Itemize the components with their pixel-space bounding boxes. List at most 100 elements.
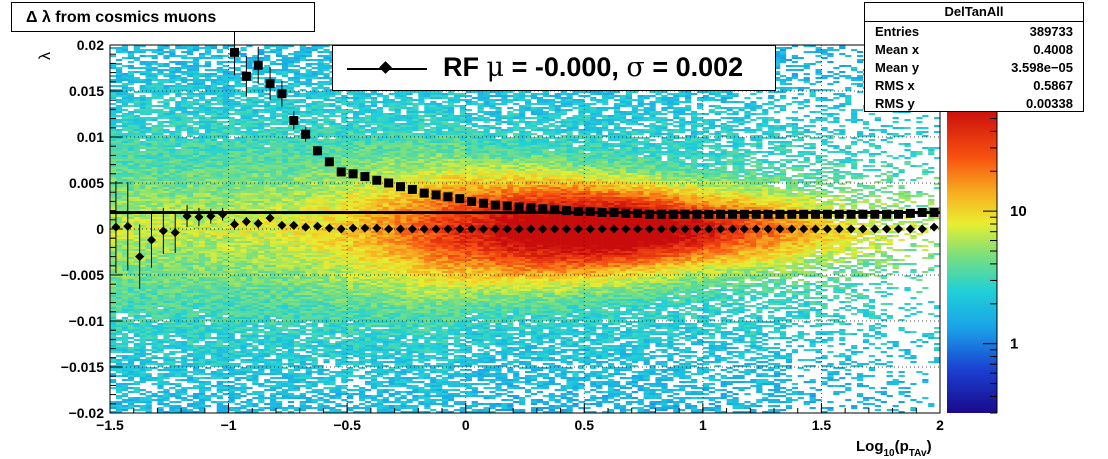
data-points: [111, 29, 939, 289]
diamond-point: [894, 224, 903, 234]
diamond-point: [182, 211, 192, 221]
diamond-point: [538, 224, 548, 234]
stats-row-mean-y: Mean y 3.598e−05: [875, 59, 1073, 75]
diamond-point: [633, 224, 643, 234]
diamond-point: [419, 224, 429, 234]
square-point: [301, 129, 311, 139]
square-point: [526, 203, 536, 213]
diamond-point: [277, 220, 287, 230]
square-point: [573, 207, 583, 217]
square-point: [230, 47, 239, 57]
legend: RF μ = -0.000, σ = 0.002: [332, 45, 776, 91]
square-point: [799, 209, 809, 219]
stats-box: DelTanAll Entries 389733 Mean x 0.4008 Mea…: [864, 2, 1084, 112]
diamond-point: [704, 224, 714, 234]
square-point: [384, 178, 394, 188]
diamond-point: [455, 224, 465, 234]
x-axis: −1.5 −1 −0.5 0 0.5 1 1.5 2: [96, 403, 944, 433]
diamond-point: [218, 209, 228, 219]
square-point: [882, 209, 892, 219]
square-point: [858, 209, 868, 219]
square-point: [324, 157, 334, 167]
square-point: [905, 208, 915, 218]
square-point: [846, 209, 856, 219]
diamond-point: [846, 224, 856, 234]
diamond-point: [147, 235, 156, 245]
diamond-point: [241, 217, 251, 227]
square-point: [716, 209, 726, 219]
diamond-point: [692, 224, 702, 234]
square-point: [704, 209, 714, 219]
plot-title: Δ λ from cosmics muons: [11, 2, 315, 32]
square-point: [479, 198, 488, 208]
square-point: [822, 209, 832, 219]
diamond-point: [870, 224, 880, 234]
diamond-point: [253, 218, 263, 228]
y-tick-label: 0.005: [69, 175, 104, 191]
y-tick-label: −0.015: [61, 359, 104, 375]
x-tick-label: 1.5: [812, 417, 832, 433]
diamond-point: [585, 224, 595, 234]
square-point: [763, 209, 773, 219]
diamond-point: [597, 224, 607, 234]
square-point: [609, 207, 619, 217]
diamond-point: [206, 211, 216, 221]
y-tick-label: 0.015: [69, 83, 104, 99]
square-point: [894, 209, 903, 219]
square-point: [241, 71, 251, 81]
diamond-point: [858, 224, 868, 234]
square-point: [253, 60, 263, 70]
y-tick-label: 0.02: [77, 37, 104, 53]
x-tick-label: 0: [462, 417, 470, 433]
square-point: [443, 192, 453, 202]
y-tick-label: −0.005: [61, 267, 104, 283]
diamond-point: [573, 224, 583, 234]
square-point: [336, 167, 346, 177]
diamond-point: [324, 223, 334, 233]
diamond-point: [822, 224, 832, 234]
diamond-point: [431, 224, 441, 234]
y-tick-label: −0.01: [69, 313, 105, 329]
square-point: [751, 209, 761, 219]
stats-title: DelTanAll: [865, 3, 1083, 22]
square-point: [538, 204, 548, 214]
square-point: [739, 209, 749, 219]
diamond-point: [680, 224, 690, 234]
diamond-point: [289, 220, 299, 230]
stats-row-rms-y: RMS y 0.00338: [875, 95, 1073, 111]
colorbar-tick-label: 1: [1010, 336, 1018, 353]
diamond-point: [407, 224, 417, 234]
diamond-point: [230, 219, 239, 229]
diamond-point: [645, 224, 654, 234]
square-point: [490, 200, 500, 210]
square-point: [313, 146, 322, 156]
square-point: [265, 79, 275, 89]
square-point: [455, 194, 465, 204]
diamond-point: [834, 224, 844, 234]
square-point: [277, 89, 287, 99]
diamond-point: [917, 224, 927, 234]
diamond-point: [787, 224, 797, 234]
diamond-point: [384, 224, 394, 234]
diamond-point: [170, 228, 180, 238]
diamond-point: [265, 213, 275, 223]
x-tick-label: −1.5: [96, 417, 124, 433]
square-point: [656, 209, 666, 219]
diamond-point: [668, 224, 678, 234]
square-point: [419, 188, 429, 198]
square-point: [550, 205, 560, 215]
square-point: [621, 208, 631, 218]
diamond-point: [775, 224, 785, 234]
square-point: [467, 196, 477, 206]
colorbar-tick-label: 10: [1010, 203, 1027, 220]
diamond-point: [336, 224, 346, 234]
diamond-point: [479, 224, 488, 234]
square-point: [597, 207, 607, 217]
colorbar: [947, 108, 997, 413]
diamond-point: [526, 224, 536, 234]
square-point: [633, 208, 643, 218]
square-point: [348, 169, 358, 179]
x-tick-label: −1: [221, 417, 237, 433]
diamond-point: [123, 221, 133, 231]
